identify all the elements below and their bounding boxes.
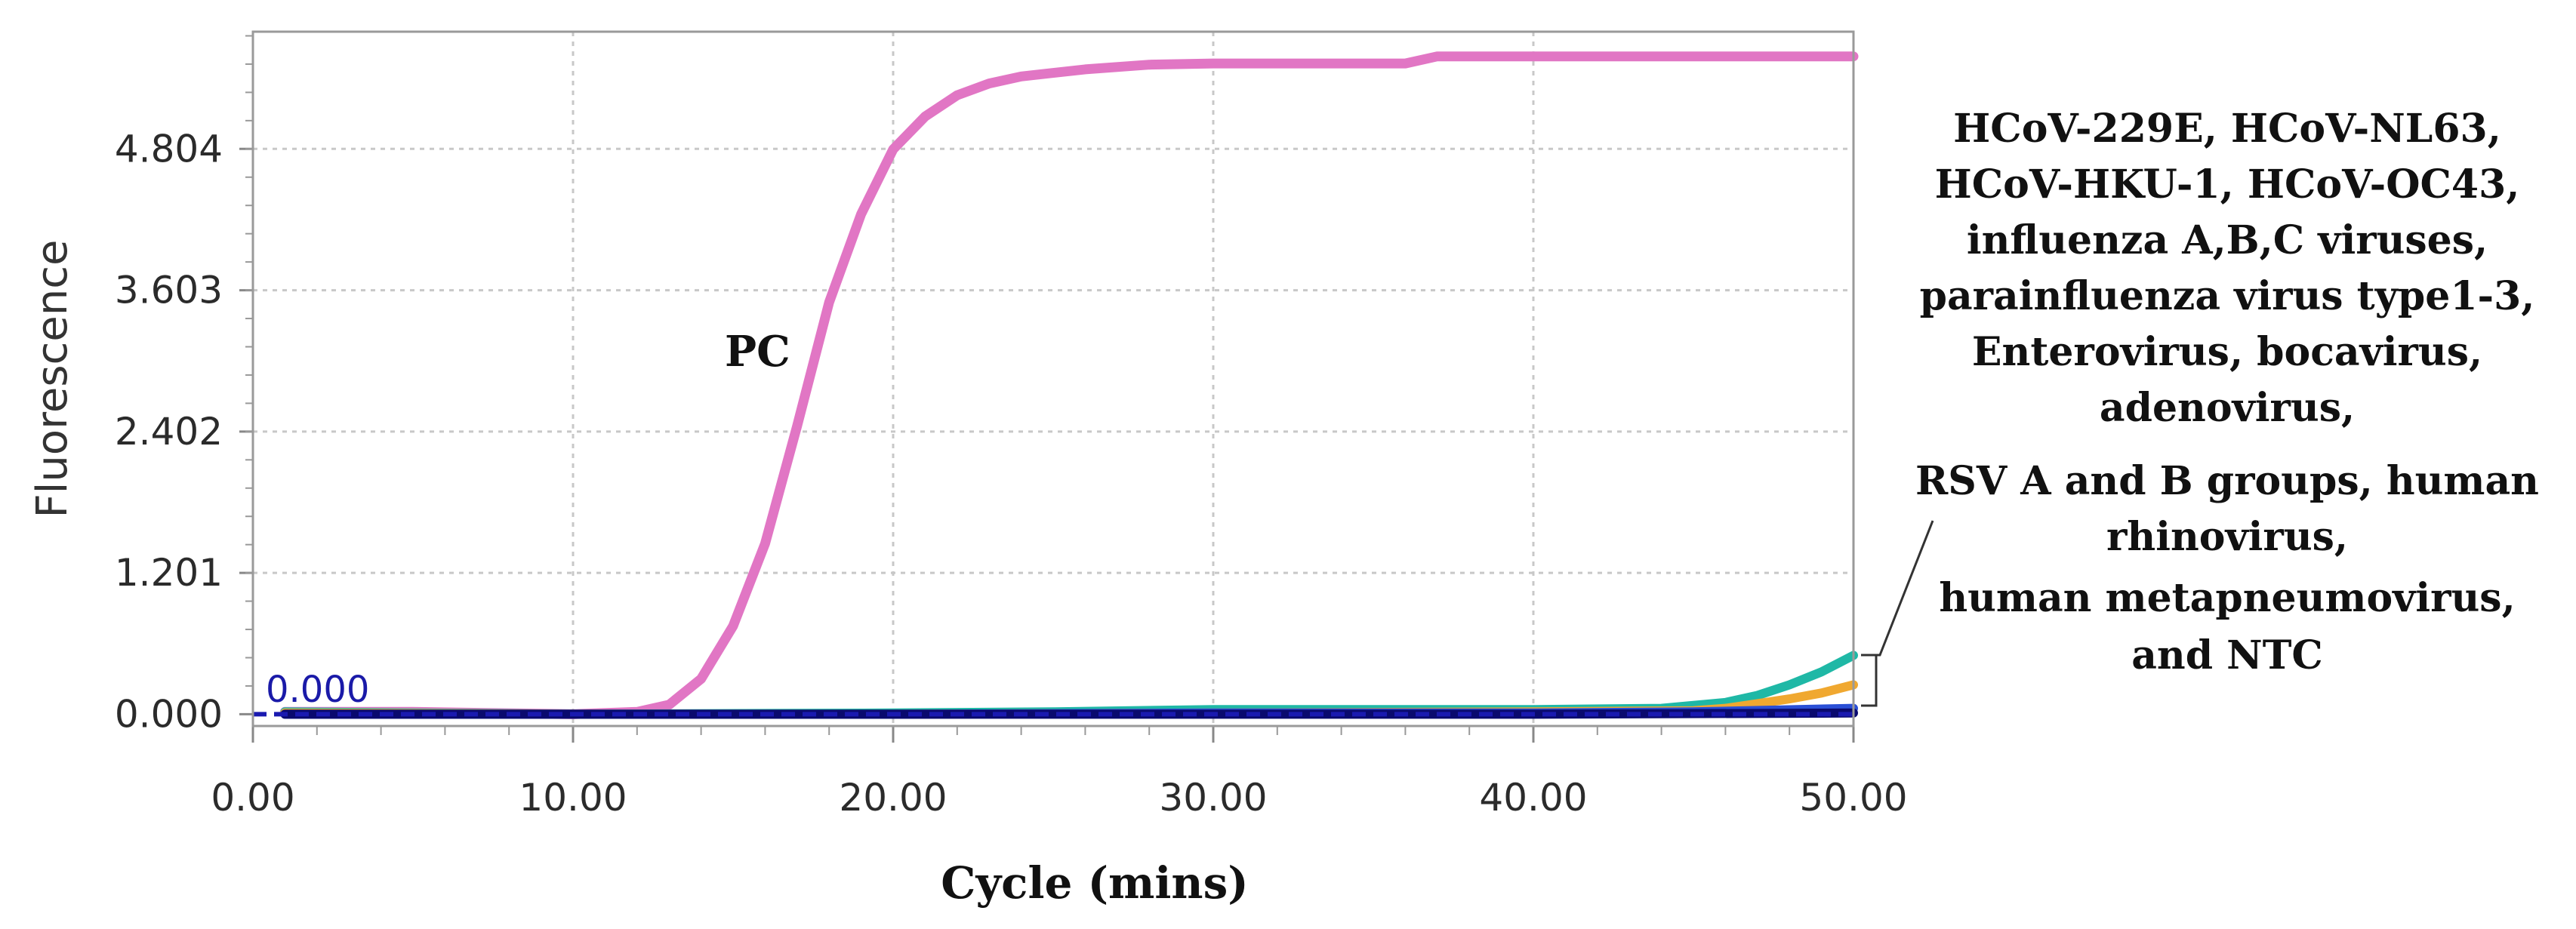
annotation-line: influenza A,B,C viruses, bbox=[1967, 217, 2488, 263]
x-tick-label: 20.00 bbox=[839, 776, 947, 820]
annotation-line: parainfluenza virus type1-3, bbox=[1920, 273, 2535, 319]
series-line-1 bbox=[279, 51, 1859, 719]
annotation-bracket bbox=[1861, 654, 1878, 707]
threshold-value-label: 0.000 bbox=[266, 669, 369, 711]
annotation-line: adenovirus, bbox=[2100, 385, 2355, 431]
x-tick-label: 30.00 bbox=[1159, 776, 1267, 820]
annotation-line: and NTC bbox=[2131, 632, 2323, 678]
annotation-line: HCoV-HKU-1, HCoV-OC43, bbox=[1935, 161, 2520, 208]
x-tick-labels: 0.00 10.00 20.00 30.00 40.00 50.00 bbox=[211, 776, 1907, 820]
y-axis-label: Fluorescence bbox=[28, 240, 77, 518]
annotation-line: HCoV-229E, HCoV-NL63, bbox=[1953, 106, 2501, 152]
annotation-line: RSV A and B groups, human bbox=[1915, 458, 2539, 504]
x-tick-label: 50.00 bbox=[1799, 776, 1907, 820]
y-tick-labels: 0.000 1.201 2.402 3.603 4.804 bbox=[115, 127, 223, 736]
annotation-leader-line bbox=[1870, 520, 1934, 657]
y-tick-label: 1.201 bbox=[115, 551, 223, 595]
plot-background bbox=[253, 32, 1853, 726]
annotation-text: HCoV-229E, HCoV-NL63, HCoV-HKU-1, HCoV-O… bbox=[1915, 106, 2539, 678]
minor-ticks bbox=[239, 35, 1855, 743]
plot-frame bbox=[251, 30, 1855, 728]
annotation-line: Enterovirus, bocavirus, bbox=[1972, 329, 2482, 375]
grid-lines bbox=[253, 32, 1853, 726]
y-tick-label: 2.402 bbox=[115, 410, 223, 454]
x-axis-label: Cycle (mins) bbox=[941, 857, 1248, 909]
annotation-line: rhinovirus, bbox=[2106, 514, 2348, 560]
x-tick-label: 0.00 bbox=[211, 776, 294, 820]
pc-series-label: PC bbox=[725, 327, 790, 377]
y-tick-label: 0.000 bbox=[115, 692, 223, 736]
y-tick-label: 3.603 bbox=[115, 269, 223, 312]
x-tick-label: 10.00 bbox=[519, 776, 627, 820]
annotation-line: human metapneumovirus, bbox=[1939, 575, 2515, 621]
x-tick-label: 40.00 bbox=[1479, 776, 1587, 820]
y-tick-label: 4.804 bbox=[115, 127, 223, 171]
